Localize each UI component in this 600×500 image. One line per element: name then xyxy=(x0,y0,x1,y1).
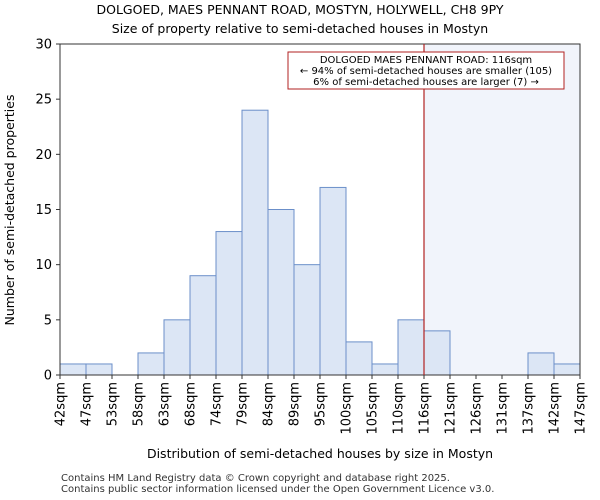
y-tick-label: 10 xyxy=(35,258,52,273)
chart-subtitle: Size of property relative to semi-detach… xyxy=(111,21,489,36)
bar xyxy=(423,330,451,376)
x-tick-label: 116sqm xyxy=(418,382,433,435)
x-tick-label: 79sqm xyxy=(236,382,251,426)
chart-title: DOLGOED, MAES PENNANT ROAD, MOSTYN, HOLY… xyxy=(96,2,504,17)
y-tick-label: 20 xyxy=(35,148,52,163)
bar xyxy=(59,363,87,376)
bar xyxy=(527,352,555,376)
x-axis-label: Distribution of semi-detached houses by … xyxy=(147,446,493,461)
x-tick-label: 74sqm xyxy=(210,382,225,426)
bar xyxy=(163,319,191,376)
plot-frame xyxy=(59,43,581,376)
y-tick-label: 25 xyxy=(35,93,52,108)
x-tick-label: 131sqm xyxy=(496,382,511,435)
footer-line-1: Contains HM Land Registry data © Crown c… xyxy=(61,473,450,484)
y-axis-label: Number of semi-detached properties xyxy=(2,95,17,326)
x-tick-label: 68sqm xyxy=(184,382,199,426)
x-tick-label: 53sqm xyxy=(106,382,121,426)
larger-region-highlight xyxy=(424,44,580,375)
bar xyxy=(189,275,217,376)
bar xyxy=(397,319,425,376)
bar xyxy=(241,109,269,376)
annotation-line-2: ← 94% of semi-detached houses are smalle… xyxy=(300,66,552,77)
y-tick-label: 0 xyxy=(44,369,52,384)
x-tick-label: 126sqm xyxy=(470,382,485,435)
annotation-line-3: 6% of semi-detached houses are larger (7… xyxy=(313,77,539,88)
bar xyxy=(267,209,295,376)
bar xyxy=(215,231,243,376)
footer-line-2: Contains public sector information licen… xyxy=(61,484,495,495)
x-tick-label: 147sqm xyxy=(574,382,589,435)
x-tick-label: 137sqm xyxy=(522,382,537,435)
x-tick-label: 142sqm xyxy=(548,382,563,435)
annotation-box xyxy=(287,51,565,90)
bar xyxy=(319,186,347,376)
x-tick-label: 95sqm xyxy=(314,382,329,426)
y-tick-label: 15 xyxy=(35,203,52,218)
bar xyxy=(293,264,321,376)
y-tick-label: 5 xyxy=(44,313,52,328)
x-tick-label: 105sqm xyxy=(366,382,381,435)
x-tick-label: 110sqm xyxy=(392,382,407,435)
x-tick-label: 100sqm xyxy=(340,382,355,435)
annotation-line-1: DOLGOED MAES PENNANT ROAD: 116sqm xyxy=(320,55,532,66)
x-tick-label: 58sqm xyxy=(132,382,147,426)
bar xyxy=(553,363,581,376)
bar xyxy=(137,352,165,376)
bar xyxy=(345,341,373,376)
y-tick-label: 30 xyxy=(35,38,52,53)
x-tick-label: 121sqm xyxy=(444,382,459,435)
x-tick-label: 47sqm xyxy=(80,382,95,426)
bar xyxy=(371,363,399,376)
x-tick-label: 84sqm xyxy=(262,382,277,426)
x-tick-label: 63sqm xyxy=(158,382,173,426)
bar xyxy=(85,363,113,376)
x-tick-label: 89sqm xyxy=(288,382,303,426)
x-tick-label: 42sqm xyxy=(54,382,69,426)
